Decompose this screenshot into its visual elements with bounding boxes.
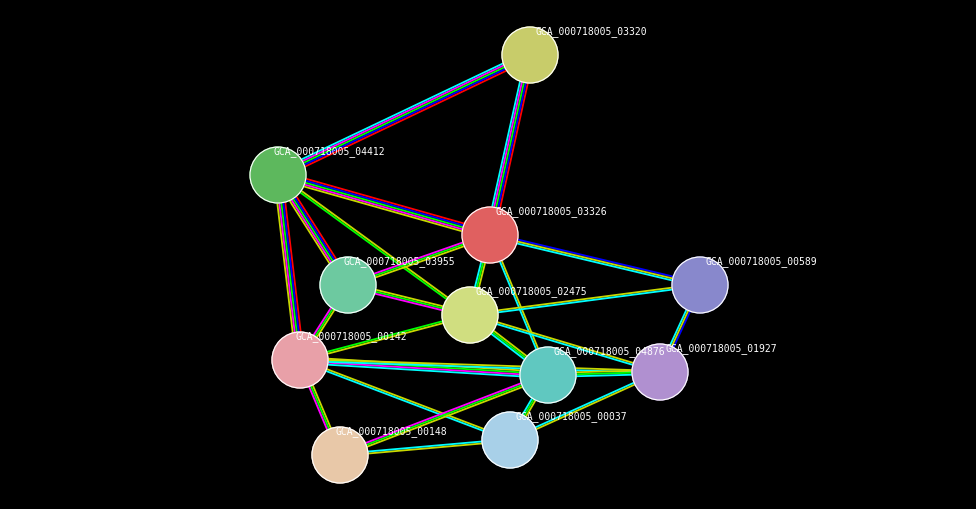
Circle shape	[462, 207, 518, 263]
Text: GCA_000718005_00037: GCA_000718005_00037	[515, 411, 627, 422]
Text: GCA_000718005_01927: GCA_000718005_01927	[665, 343, 777, 354]
Text: GCA_000718005_00142: GCA_000718005_00142	[295, 331, 407, 342]
Text: GCA_000718005_00589: GCA_000718005_00589	[705, 256, 817, 267]
Text: GCA_000718005_02475: GCA_000718005_02475	[475, 286, 587, 297]
Text: GCA_000718005_03326: GCA_000718005_03326	[495, 206, 607, 217]
Text: GCA_000718005_03320: GCA_000718005_03320	[535, 26, 647, 37]
Circle shape	[312, 427, 368, 483]
Text: GCA_000718005_04412: GCA_000718005_04412	[273, 146, 385, 157]
Text: GCA_000718005_03955: GCA_000718005_03955	[343, 256, 455, 267]
Circle shape	[272, 332, 328, 388]
Circle shape	[442, 287, 498, 343]
Circle shape	[520, 347, 576, 403]
Circle shape	[250, 147, 306, 203]
Text: GCA_000718005_00148: GCA_000718005_00148	[335, 426, 447, 437]
Text: GCA_000718005_04876: GCA_000718005_04876	[553, 346, 665, 357]
Circle shape	[320, 257, 376, 313]
Circle shape	[672, 257, 728, 313]
Circle shape	[632, 344, 688, 400]
Circle shape	[482, 412, 538, 468]
Circle shape	[502, 27, 558, 83]
